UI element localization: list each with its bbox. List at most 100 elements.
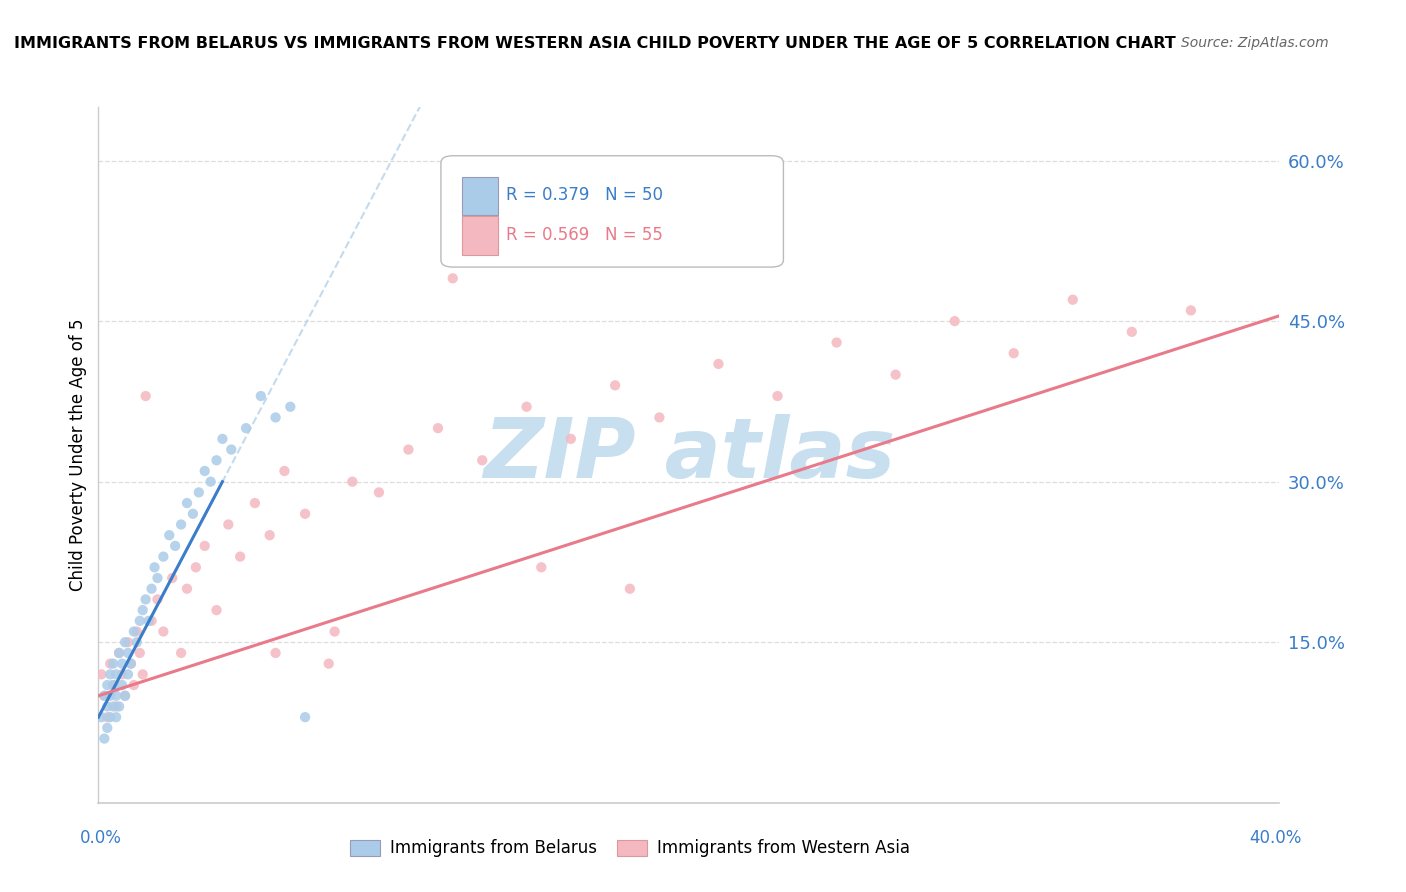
Point: [108, 646, 131, 660]
Point: [250, 389, 273, 403]
Point: [318, 657, 340, 671]
Point: [152, 624, 174, 639]
Point: [157, 528, 180, 542]
Point: [229, 549, 252, 564]
Point: [707, 357, 730, 371]
Point: [176, 582, 198, 596]
Point: [221, 442, 243, 457]
Point: [184, 560, 207, 574]
Text: ZIP atlas: ZIP atlas: [482, 415, 896, 495]
Point: [170, 646, 193, 660]
Point: [1121, 325, 1143, 339]
Point: [441, 271, 464, 285]
Point: [530, 560, 553, 574]
Point: [368, 485, 391, 500]
Point: [766, 389, 789, 403]
Point: [152, 549, 174, 564]
Point: [605, 378, 627, 392]
Point: [108, 646, 131, 660]
Point: [205, 453, 228, 467]
Point: [143, 560, 166, 574]
Point: [120, 657, 142, 671]
Point: [170, 517, 193, 532]
Point: [273, 464, 295, 478]
Point: [105, 689, 128, 703]
Point: [117, 667, 139, 681]
Point: [471, 453, 494, 467]
Point: [98, 710, 121, 724]
Point: [93, 689, 115, 703]
Point: [146, 571, 169, 585]
Point: [1002, 346, 1025, 360]
Point: [280, 400, 302, 414]
Point: [162, 571, 183, 585]
Point: [98, 657, 121, 671]
Point: [125, 635, 148, 649]
Point: [194, 464, 217, 478]
Point: [96, 699, 118, 714]
Point: [114, 689, 136, 703]
Legend: Immigrants from Belarus, Immigrants from Western Asia: Immigrants from Belarus, Immigrants from…: [343, 833, 917, 864]
Point: [103, 678, 125, 692]
Point: [943, 314, 966, 328]
FancyBboxPatch shape: [441, 156, 783, 267]
Point: [122, 678, 145, 692]
Point: [146, 592, 169, 607]
Point: [128, 646, 150, 660]
Text: 40.0%: 40.0%: [1249, 829, 1302, 847]
Point: [294, 710, 316, 724]
Text: 0.0%: 0.0%: [80, 829, 122, 847]
Point: [135, 592, 157, 607]
Point: [132, 603, 155, 617]
Point: [294, 507, 316, 521]
Point: [122, 624, 145, 639]
Point: [111, 667, 134, 681]
Point: [342, 475, 364, 489]
Point: [205, 603, 228, 617]
Point: [90, 710, 112, 724]
Text: Source: ZipAtlas.com: Source: ZipAtlas.com: [1181, 36, 1329, 50]
Point: [125, 624, 148, 639]
Point: [93, 689, 115, 703]
Point: [108, 699, 131, 714]
Point: [427, 421, 450, 435]
Point: [141, 614, 163, 628]
Point: [560, 432, 582, 446]
Point: [105, 710, 128, 724]
Y-axis label: Child Poverty Under the Age of 5: Child Poverty Under the Age of 5: [69, 318, 87, 591]
Point: [1062, 293, 1084, 307]
Point: [259, 528, 281, 542]
Point: [117, 646, 139, 660]
Point: [243, 496, 266, 510]
Text: R = 0.379   N = 50: R = 0.379 N = 50: [506, 186, 662, 204]
Point: [105, 699, 128, 714]
Point: [884, 368, 907, 382]
Point: [114, 689, 136, 703]
Point: [103, 678, 125, 692]
Point: [117, 635, 139, 649]
Point: [194, 539, 217, 553]
Point: [217, 517, 239, 532]
Point: [323, 624, 346, 639]
Point: [516, 400, 538, 414]
Point: [96, 721, 118, 735]
Point: [111, 678, 134, 692]
Point: [264, 410, 287, 425]
Point: [96, 710, 118, 724]
Point: [648, 410, 671, 425]
Point: [93, 731, 115, 746]
Point: [138, 614, 160, 628]
Point: [98, 689, 121, 703]
Point: [120, 657, 142, 671]
Point: [132, 667, 155, 681]
Point: [111, 657, 134, 671]
Point: [200, 475, 222, 489]
Text: IMMIGRANTS FROM BELARUS VS IMMIGRANTS FROM WESTERN ASIA CHILD POVERTY UNDER THE : IMMIGRANTS FROM BELARUS VS IMMIGRANTS FR…: [14, 36, 1175, 51]
FancyBboxPatch shape: [463, 216, 498, 254]
Point: [141, 582, 163, 596]
Point: [619, 582, 641, 596]
Point: [181, 507, 204, 521]
Point: [128, 614, 150, 628]
Point: [90, 667, 112, 681]
Point: [1180, 303, 1202, 318]
